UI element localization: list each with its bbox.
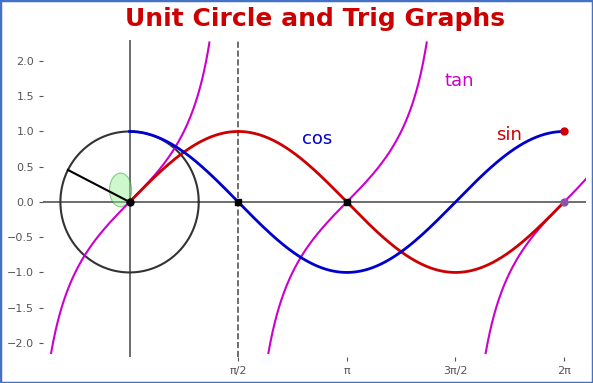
- Ellipse shape: [110, 173, 132, 207]
- Title: Unit Circle and Trig Graphs: Unit Circle and Trig Graphs: [125, 7, 505, 31]
- Text: tan: tan: [444, 72, 474, 90]
- Text: cos: cos: [302, 130, 333, 148]
- Text: sin: sin: [496, 126, 522, 144]
